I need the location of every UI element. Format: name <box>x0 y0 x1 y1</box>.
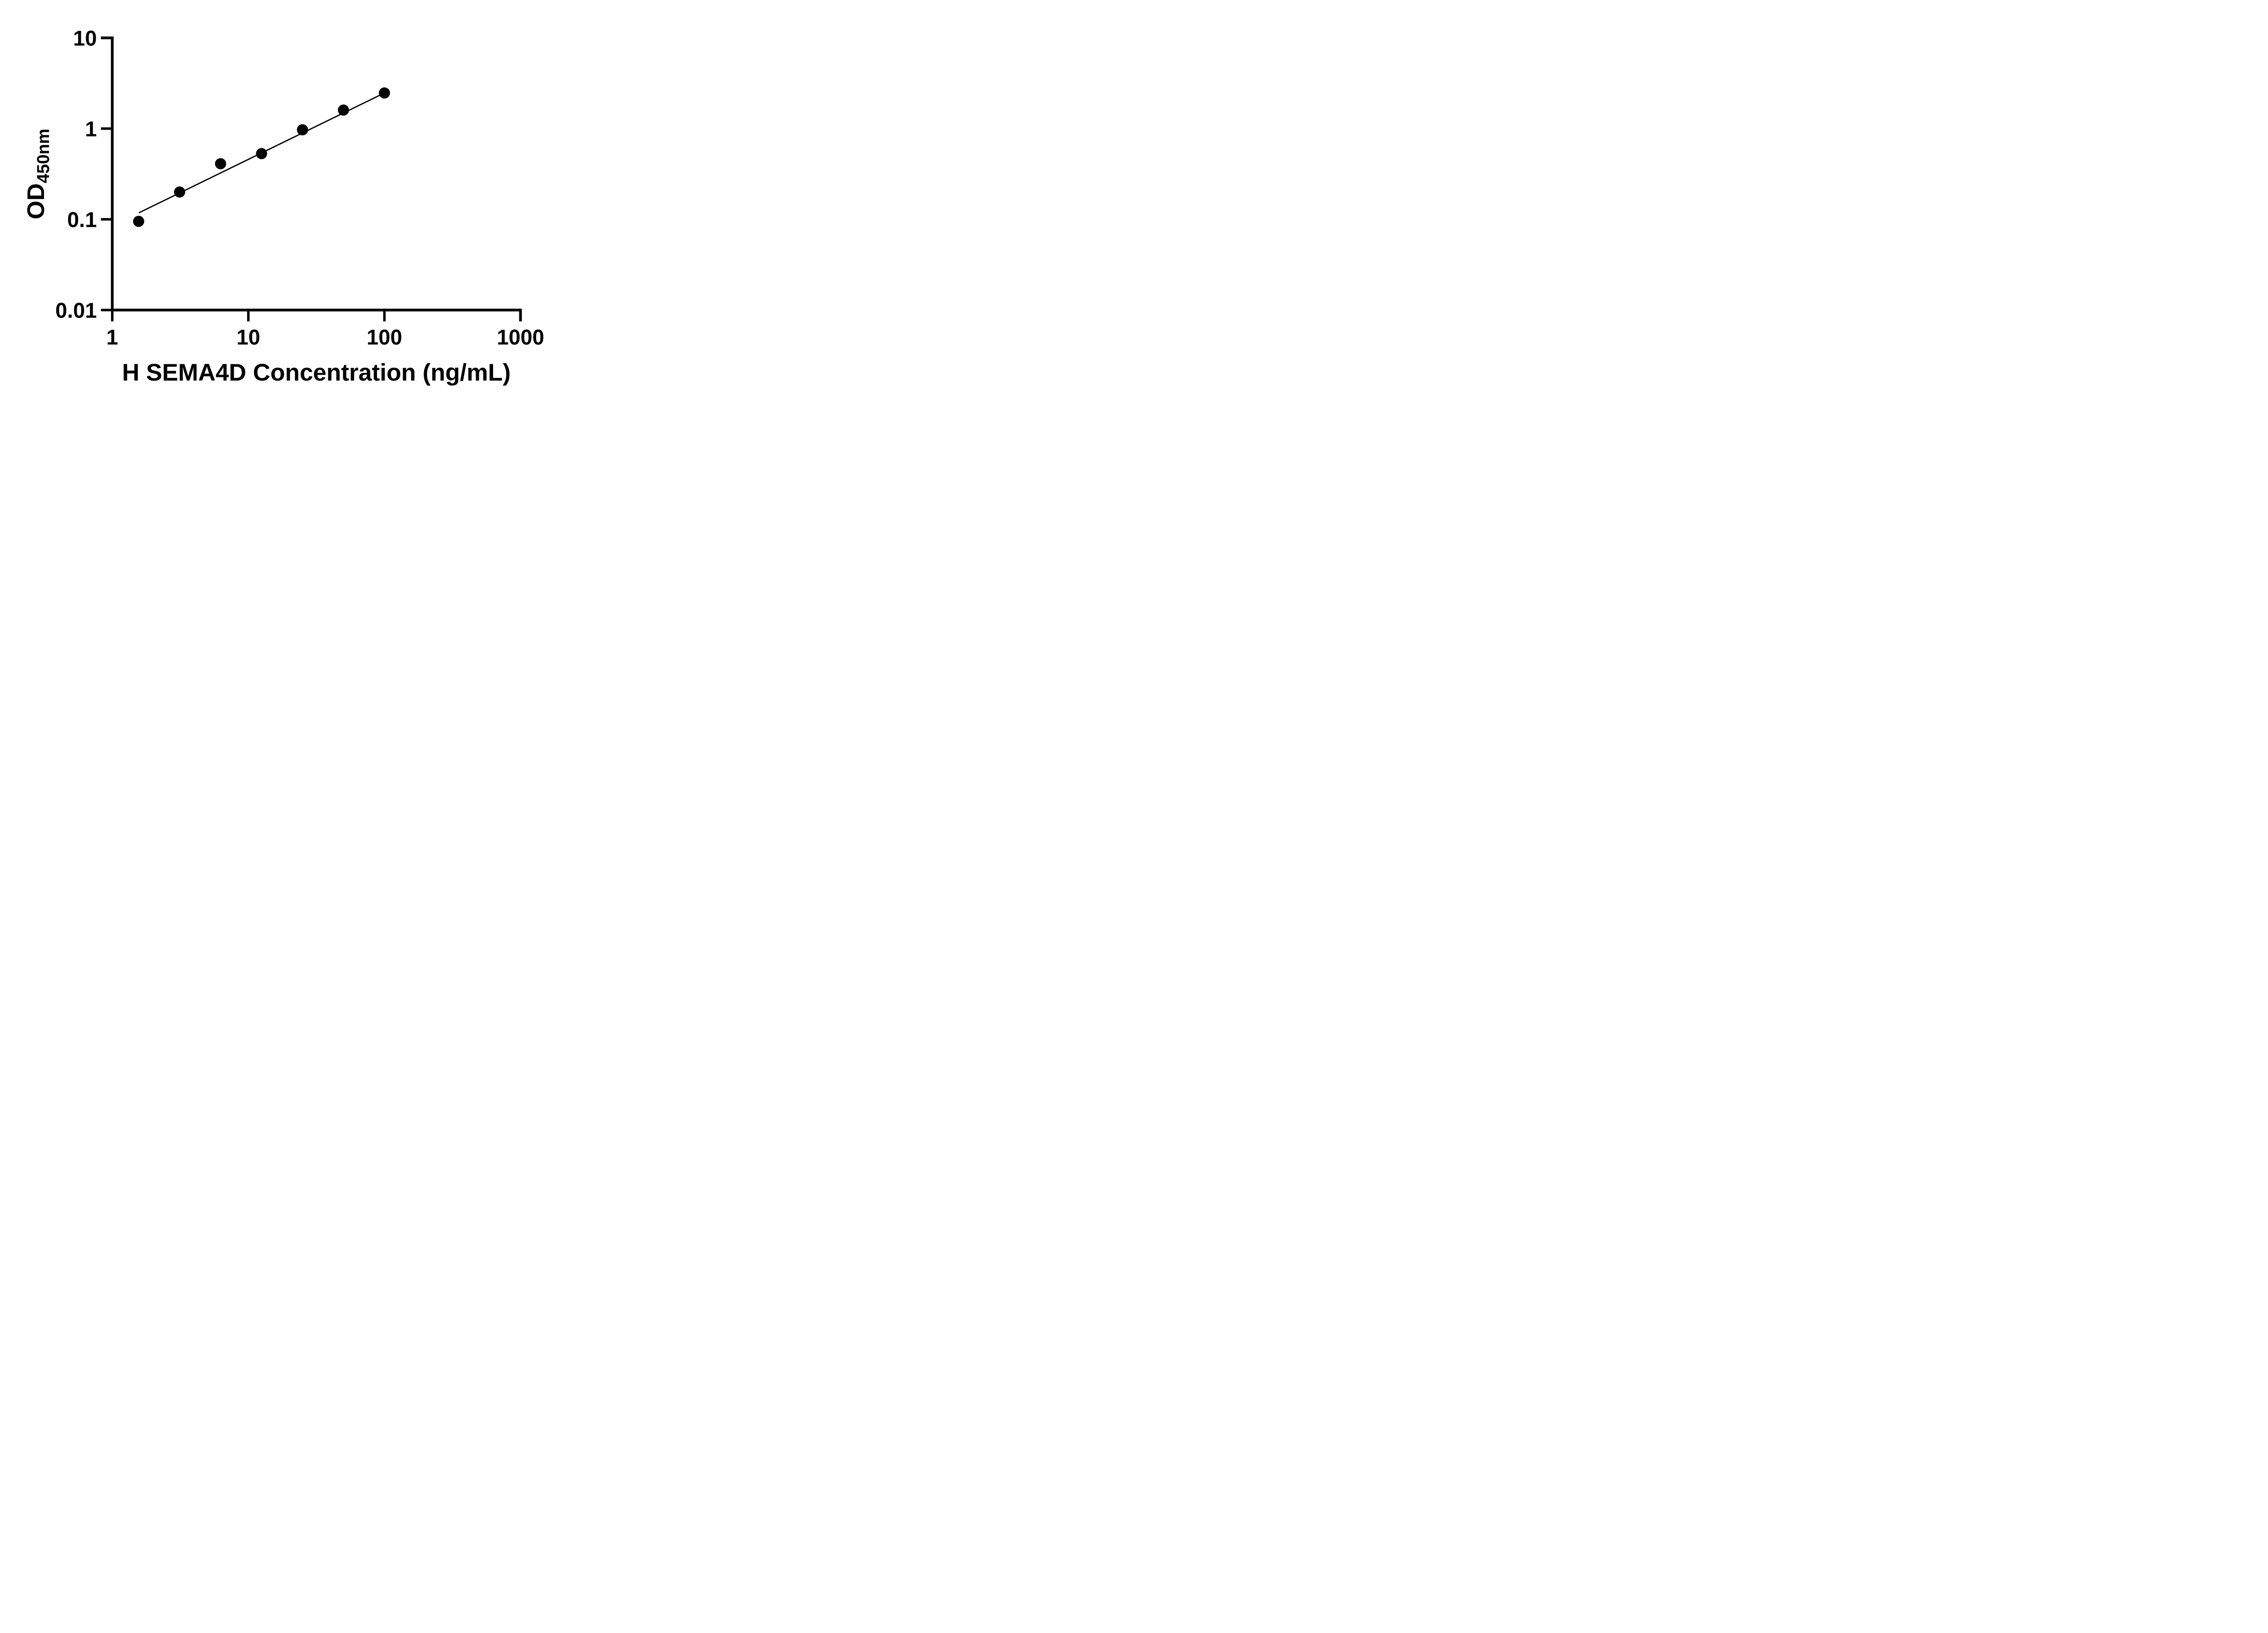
data-point <box>297 124 308 136</box>
y-tick-label: 0.1 <box>67 207 97 231</box>
x-tick-label: 10 <box>236 325 260 349</box>
x-tick-label: 1 <box>106 325 118 349</box>
y-axis-line <box>101 36 114 310</box>
y-tick-label: 1 <box>85 117 97 141</box>
data-point <box>337 104 349 116</box>
y-tick-label: 0.01 <box>55 298 97 322</box>
data-point <box>256 148 267 159</box>
elisa-standard-curve-figure: 10 1 0.1 0.01 1 10 100 1000 H SEMA4D Concentrati… <box>0 0 583 408</box>
data-point <box>174 186 186 198</box>
data-point <box>215 158 226 170</box>
data-point <box>133 215 144 227</box>
y-tick-label: 10 <box>73 26 97 50</box>
x-axis-title: H SEMA4D Concentration (ng/mL) <box>122 359 511 386</box>
y-axis-title: OD450nm <box>23 129 53 220</box>
standard-curve-chart: 10 1 0.1 0.01 1 10 100 1000 H SEMA4D Concentrati… <box>23 26 544 386</box>
x-axis-line <box>112 308 522 322</box>
x-tick-label: 1000 <box>497 325 544 349</box>
data-point <box>379 87 390 99</box>
x-tick-label: 100 <box>367 325 402 349</box>
